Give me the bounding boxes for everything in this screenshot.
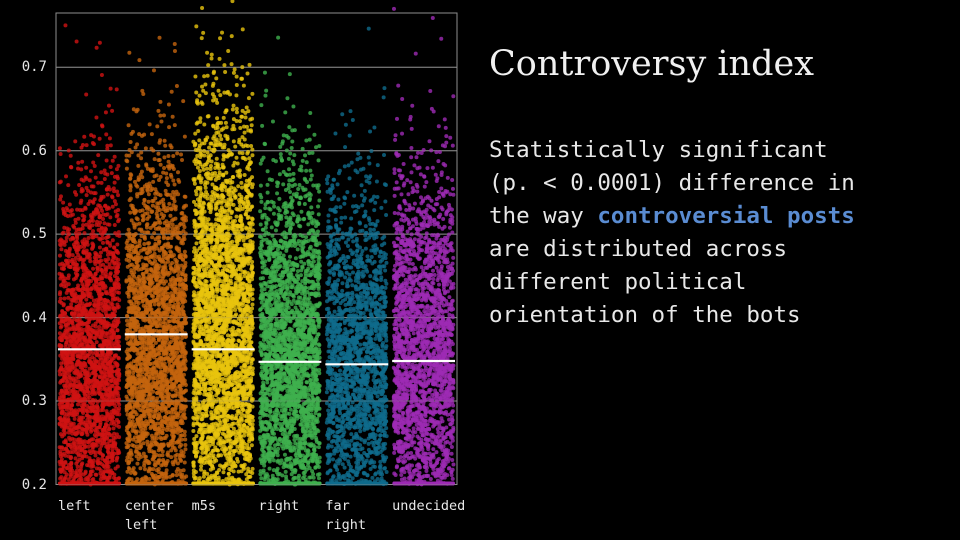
body-text: orientation of the bots: [489, 302, 801, 328]
y-axis-tick-label: 0.2: [21, 476, 47, 493]
body-text: Statistically significant: [489, 137, 828, 163]
body-line: Statistically significant: [489, 134, 909, 167]
x-axis-category-label: center left: [124, 498, 174, 533]
body-line: (p. < 0.0001) difference in: [489, 167, 909, 200]
slide-body: Statistically significant (p. < 0.0001) …: [489, 134, 909, 332]
x-axis-category-label: left: [58, 498, 91, 514]
slide-title: Controversy index: [489, 44, 814, 84]
body-line: are distributed across: [489, 233, 909, 266]
strip-plot-canvas: [0, 0, 480, 540]
body-line: different political: [489, 266, 909, 299]
y-axis-tick-label: 0.5: [21, 226, 47, 243]
x-axis-category-label: right: [258, 498, 300, 514]
body-text: the way: [489, 203, 598, 229]
y-axis-tick-label: 0.4: [21, 309, 47, 326]
body-text: different political: [489, 269, 747, 295]
body-line: orientation of the bots: [489, 299, 909, 332]
body-text: (p. < 0.0001) difference in: [489, 170, 855, 196]
y-axis-tick-label: 0.7: [21, 59, 47, 76]
highlight-text: controversial posts: [597, 203, 855, 229]
x-axis-category-label: m5s: [191, 498, 217, 514]
controversy-strip-plot: 0.7 0.6 0.5 0.4 0.3 0.2 left center left m5s rig…: [0, 0, 480, 540]
x-axis-category-label: undecided: [392, 498, 466, 514]
y-axis-tick-label: 0.3: [21, 393, 47, 410]
y-axis-tick-label: 0.6: [21, 142, 47, 159]
body-text: are distributed across: [489, 236, 788, 262]
x-axis-category-label: far right: [325, 498, 366, 533]
body-line: the way controversial posts: [489, 200, 909, 233]
